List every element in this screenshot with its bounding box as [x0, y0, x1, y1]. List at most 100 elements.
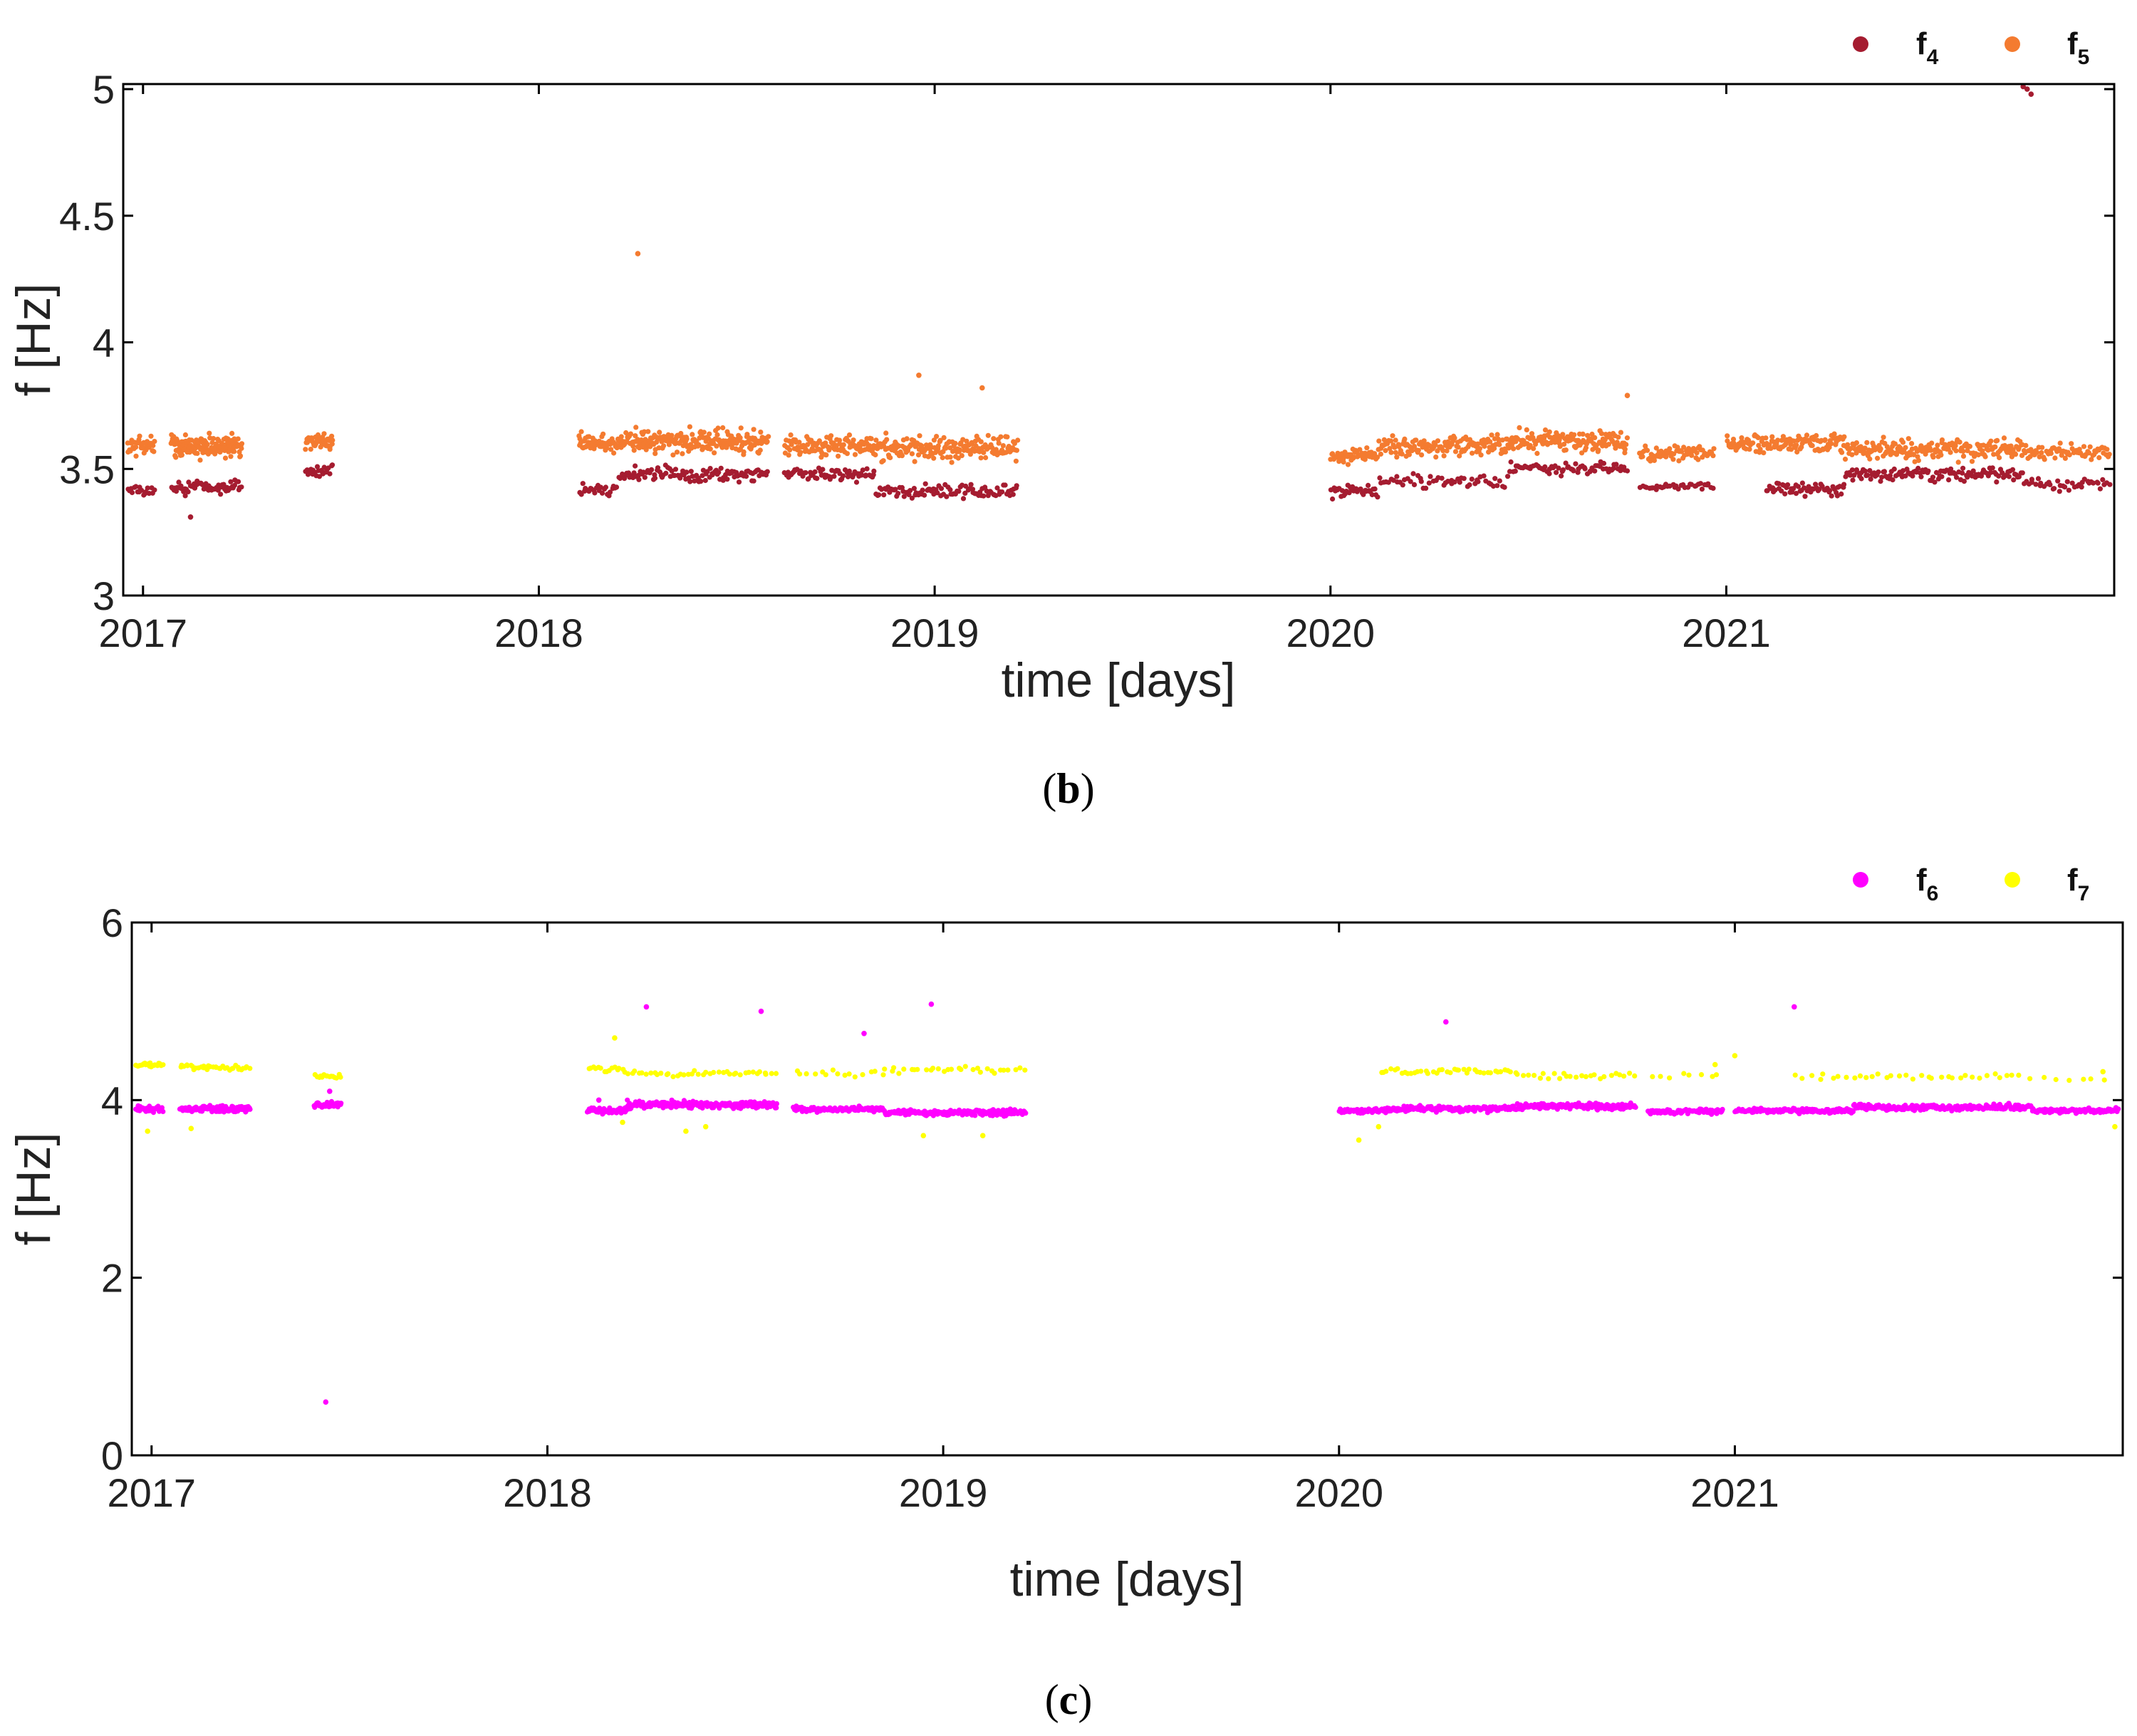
data-point-f5 — [687, 424, 693, 430]
data-point-f4 — [687, 479, 693, 484]
data-point-f4 — [1601, 460, 1607, 467]
data-point-f7 — [830, 1067, 836, 1073]
data-point-f4 — [1960, 465, 1966, 471]
data-point-f4 — [864, 466, 870, 472]
panel-c-legend: f6 f7 — [1853, 863, 2089, 905]
outlier-point-f6 — [928, 1001, 935, 1007]
data-point-f4 — [1418, 479, 1424, 484]
data-point-f5 — [738, 425, 744, 431]
data-point-f5 — [1809, 442, 1815, 449]
data-point-f5 — [1839, 449, 1845, 455]
data-point-f4 — [1795, 484, 1801, 489]
data-point-f5 — [150, 442, 156, 449]
data-point-f5 — [1596, 447, 1601, 453]
data-point-f5 — [1755, 435, 1761, 441]
data-point-f4 — [1849, 467, 1855, 473]
data-point-f4 — [1426, 480, 1432, 486]
data-point-f4 — [1910, 473, 1915, 479]
data-point-f4 — [1375, 494, 1381, 500]
data-point-f5 — [1618, 430, 1623, 435]
data-point-f7 — [1632, 1073, 1638, 1078]
data-point-f5 — [1542, 427, 1549, 433]
data-point-f7 — [1564, 1074, 1569, 1079]
data-point-f4 — [173, 489, 180, 494]
data-point-f5 — [1364, 445, 1370, 451]
data-point-f4 — [2079, 484, 2084, 490]
data-point-f7 — [804, 1071, 809, 1076]
outlier-point-f7 — [683, 1128, 689, 1134]
data-point-f5 — [1676, 458, 1682, 464]
outlier-point-f7 — [979, 1133, 986, 1138]
data-point-f5 — [1478, 452, 1484, 458]
data-point-f4 — [1876, 469, 1881, 475]
data-point-f4 — [963, 483, 969, 489]
outlier-point-f4 — [2020, 83, 2026, 90]
data-point-f5 — [1375, 454, 1381, 460]
data-point-f6 — [1720, 1106, 1725, 1112]
data-point-f5 — [741, 449, 747, 455]
data-point-f5 — [1406, 452, 1412, 457]
data-point-f5 — [1881, 435, 1886, 440]
data-point-f5 — [684, 436, 690, 442]
data-point-f5 — [151, 449, 157, 454]
data-point-f5 — [222, 455, 229, 461]
data-point-f5 — [1982, 454, 1988, 459]
data-point-f4 — [2069, 480, 2075, 486]
data-point-f4 — [1799, 480, 1805, 486]
data-point-f4 — [956, 489, 962, 494]
outlier-point-f6 — [1443, 1019, 1449, 1025]
outlier-point-f4 — [2024, 86, 2030, 92]
data-point-f7 — [1818, 1076, 1824, 1082]
data-point-f5 — [1000, 443, 1006, 449]
data-point-f7 — [1498, 1069, 1504, 1075]
data-point-f4 — [906, 492, 912, 498]
data-point-f7 — [1537, 1076, 1543, 1081]
data-point-f7 — [1698, 1072, 1705, 1078]
y-tick-label: 5 — [93, 67, 115, 112]
data-point-f4 — [1802, 494, 1808, 499]
data-point-f4 — [2095, 480, 2101, 486]
data-point-f5 — [1875, 455, 1881, 461]
data-point-f5 — [1892, 441, 1898, 447]
data-point-f5 — [1441, 453, 1447, 459]
data-point-f4 — [1002, 482, 1008, 488]
data-point-f4 — [139, 487, 145, 493]
data-point-f5 — [204, 442, 210, 447]
data-point-f7 — [1383, 1069, 1389, 1074]
data-point-f5 — [1341, 459, 1346, 465]
data-point-f5 — [2089, 457, 2094, 462]
data-point-f5 — [2081, 444, 2087, 449]
data-point-f4 — [1369, 492, 1375, 498]
data-point-f5 — [1623, 442, 1629, 447]
data-point-f5 — [931, 437, 937, 443]
data-point-f5 — [1511, 446, 1517, 452]
panel-c-x-axis-title: time [days] — [1010, 1552, 1244, 1606]
data-point-f5 — [1864, 440, 1870, 445]
outlier-point-f7 — [1356, 1137, 1362, 1143]
data-point-f7 — [962, 1064, 968, 1069]
outlier-point-f4 — [2028, 91, 2034, 97]
data-point-f4 — [881, 492, 887, 498]
data-point-f4 — [578, 492, 584, 497]
data-point-f5 — [981, 449, 987, 455]
data-point-f5 — [1015, 437, 1021, 443]
data-point-f5 — [1475, 441, 1481, 447]
data-point-f5 — [2023, 442, 2029, 449]
data-point-f7 — [1844, 1074, 1849, 1080]
data-point-f5 — [1381, 437, 1387, 443]
legend-label-f7: f7 — [2067, 863, 2089, 905]
data-point-f4 — [1582, 466, 1588, 472]
data-point-f5 — [1955, 459, 1961, 465]
data-point-f4 — [1330, 496, 1336, 502]
data-point-f7 — [333, 1075, 339, 1081]
x-tick-label: 2020 — [1294, 1470, 1383, 1515]
data-point-f4 — [1492, 476, 1498, 482]
x-tick-label: 2021 — [1690, 1470, 1779, 1515]
x-tick-label: 2018 — [494, 610, 583, 655]
data-point-f6 — [774, 1101, 779, 1106]
data-point-f5 — [1711, 446, 1717, 452]
data-point-f7 — [1799, 1076, 1805, 1081]
data-point-f7 — [1557, 1076, 1563, 1081]
data-point-f7 — [1388, 1066, 1394, 1072]
data-point-f5 — [1411, 444, 1418, 449]
